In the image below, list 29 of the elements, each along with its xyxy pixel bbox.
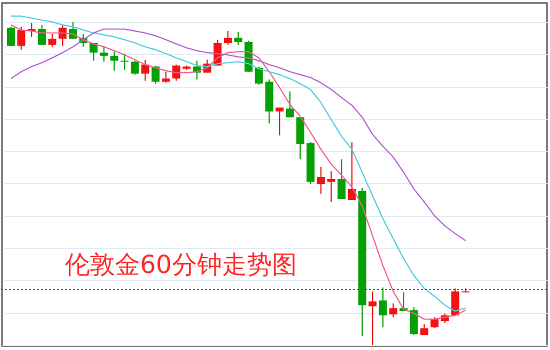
text: 伦敦金60分钟走势图 <box>65 250 297 279</box>
candlestick <box>58 24 67 46</box>
candlestick <box>254 66 263 86</box>
candlestick <box>224 30 232 46</box>
candlestick <box>338 158 346 200</box>
candlestick <box>410 306 418 336</box>
candlestick <box>368 290 377 346</box>
candlestick <box>316 166 325 194</box>
candlestick <box>141 59 150 82</box>
candlestick <box>348 142 356 201</box>
candlestick <box>48 33 56 48</box>
candlestick <box>378 286 387 328</box>
candlestick <box>6 26 15 46</box>
candlestick <box>389 302 398 318</box>
candlestick <box>17 26 26 50</box>
candlestick <box>172 64 180 82</box>
candlestick <box>276 106 284 136</box>
candlestick <box>234 31 242 46</box>
candlestick <box>100 45 108 62</box>
candlestick <box>327 170 336 203</box>
candlestick <box>162 71 170 84</box>
candlestick <box>120 53 129 70</box>
candlestick <box>430 316 439 329</box>
candlestick <box>451 288 460 317</box>
candlestick <box>130 60 139 76</box>
candlestick <box>152 64 160 84</box>
candlestick <box>286 90 294 118</box>
candlestick <box>110 51 118 72</box>
candlestick <box>38 24 46 46</box>
